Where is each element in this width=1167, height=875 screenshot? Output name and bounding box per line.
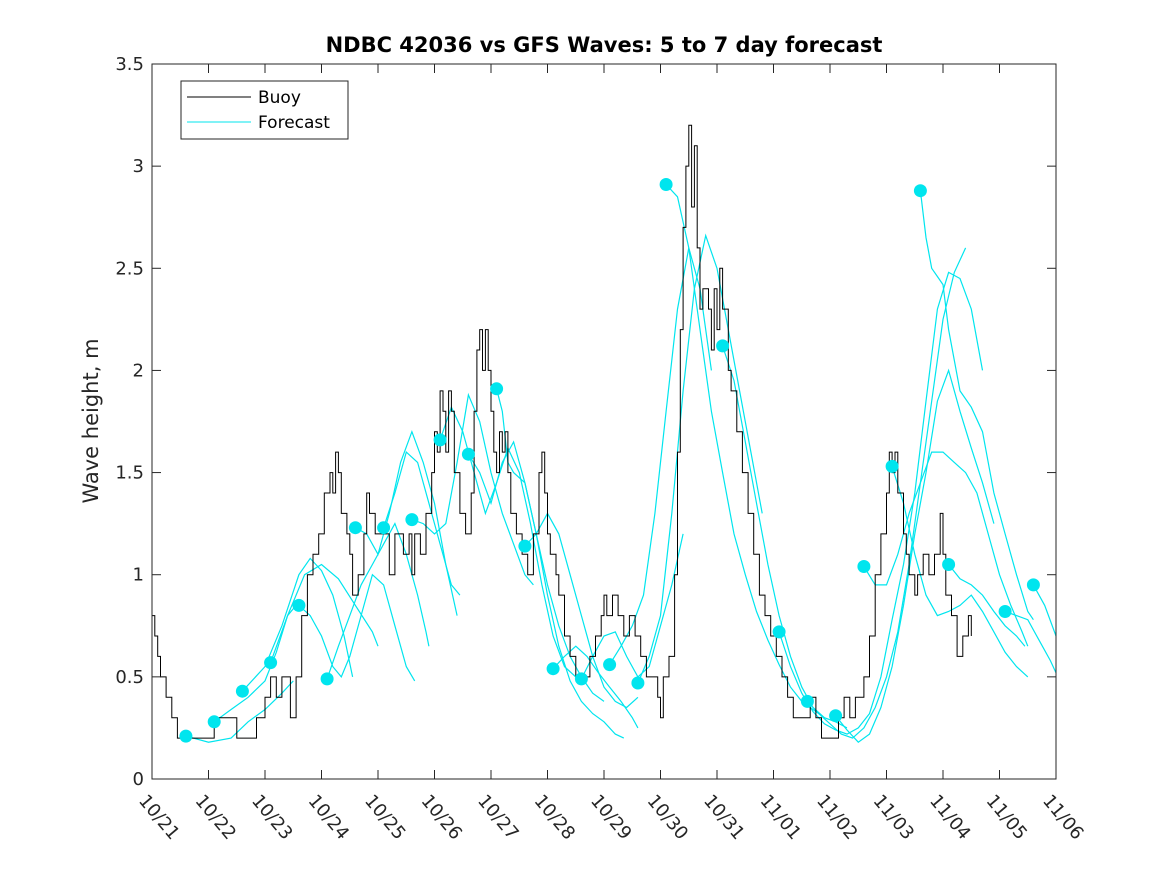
forecast-start-dot-22 bbox=[857, 560, 871, 573]
forecast-line-26 bbox=[1004, 610, 1057, 674]
y-tick-label: 1 bbox=[133, 565, 144, 586]
forecast-line-3 bbox=[270, 563, 379, 663]
forecast-line-6 bbox=[355, 429, 458, 616]
forecast-line-21 bbox=[835, 368, 995, 743]
forecast-start-dot-4 bbox=[292, 598, 306, 612]
y-tick-label: 1.5 bbox=[115, 463, 144, 484]
y-tick-label: 2 bbox=[133, 360, 144, 381]
forecast-start-dot-0 bbox=[179, 729, 193, 743]
y-tick-label: 3 bbox=[133, 156, 144, 177]
forecast-start-markers bbox=[179, 178, 1040, 743]
y-axis: 0 0.5 1 1.5 2 2.5 3 3.5 bbox=[115, 54, 1056, 790]
forecast-line-8 bbox=[411, 392, 534, 586]
legend-box bbox=[180, 80, 349, 140]
buoy-series bbox=[152, 124, 972, 739]
forecast-start-dot-20 bbox=[800, 694, 814, 708]
forecast-start-dot-6 bbox=[348, 521, 362, 535]
forecast-start-dot-10 bbox=[461, 447, 475, 461]
forecast-line-7 bbox=[383, 450, 461, 596]
forecast-line-5 bbox=[326, 522, 430, 680]
forecast-line-27 bbox=[1032, 584, 1057, 637]
forecast-start-dot-21 bbox=[829, 709, 843, 723]
forecast-start-dot-12 bbox=[518, 539, 532, 553]
forecast-start-dot-3 bbox=[264, 656, 278, 670]
forecast-line-20 bbox=[806, 247, 967, 739]
plot-area bbox=[152, 64, 1056, 779]
forecast-start-dot-11 bbox=[490, 382, 504, 396]
forecast-start-dot-23 bbox=[885, 459, 899, 473]
forecast-line-25 bbox=[948, 564, 1026, 647]
chart-title: NDBC 42036 vs GFS Waves: 5 to 7 day fore… bbox=[326, 33, 883, 57]
forecast-start-dot-7 bbox=[377, 521, 391, 535]
forecast-line-22 bbox=[863, 451, 1029, 647]
y-tick-label: 0 bbox=[133, 769, 144, 790]
forecast-line-12 bbox=[524, 512, 639, 709]
y-tick-label: 2.5 bbox=[115, 258, 144, 279]
forecast-start-dot-1 bbox=[207, 715, 221, 729]
forecast-line-23 bbox=[891, 466, 1029, 678]
legend-buoy-label: Buoy bbox=[258, 88, 301, 108]
forecast-line-17 bbox=[665, 184, 825, 719]
forecast-line-4 bbox=[298, 573, 416, 682]
legend: Buoy Forecast bbox=[180, 80, 349, 140]
forecast-start-dot-5 bbox=[320, 672, 334, 686]
forecast-start-dot-27 bbox=[1026, 578, 1040, 592]
forecast-line-24 bbox=[919, 190, 1034, 621]
forecast-line-19 bbox=[778, 271, 984, 735]
forecast-start-dot-2 bbox=[235, 684, 249, 698]
buoy-line bbox=[152, 124, 972, 739]
forecast-line-2 bbox=[241, 557, 354, 692]
forecast-start-dot-18 bbox=[716, 339, 730, 353]
forecast-start-dot-8 bbox=[405, 513, 419, 527]
forecast-start-dot-17 bbox=[659, 178, 673, 191]
y-tick-label: 3.5 bbox=[115, 54, 144, 75]
forecast-start-dot-26 bbox=[998, 605, 1012, 618]
forecast-start-dot-13 bbox=[546, 662, 560, 676]
forecast-line-18 bbox=[722, 345, 848, 729]
forecast-start-dot-25 bbox=[942, 558, 956, 571]
forecast-start-dot-19 bbox=[772, 625, 786, 639]
forecast-start-dot-15 bbox=[603, 658, 617, 672]
forecast-start-dot-24 bbox=[913, 184, 927, 198]
forecast-start-dot-16 bbox=[631, 676, 645, 690]
y-axis-label: Wave height, m bbox=[79, 338, 103, 503]
y-tick-label: 0.5 bbox=[115, 667, 144, 688]
forecast-start-dot-9 bbox=[433, 433, 447, 447]
forecast-line-13 bbox=[552, 645, 639, 729]
forecast-start-dot-14 bbox=[574, 672, 588, 686]
forecast-line-14 bbox=[580, 533, 684, 680]
legend-forecast-label: Forecast bbox=[258, 113, 330, 133]
forecast-line-11 bbox=[496, 388, 625, 739]
